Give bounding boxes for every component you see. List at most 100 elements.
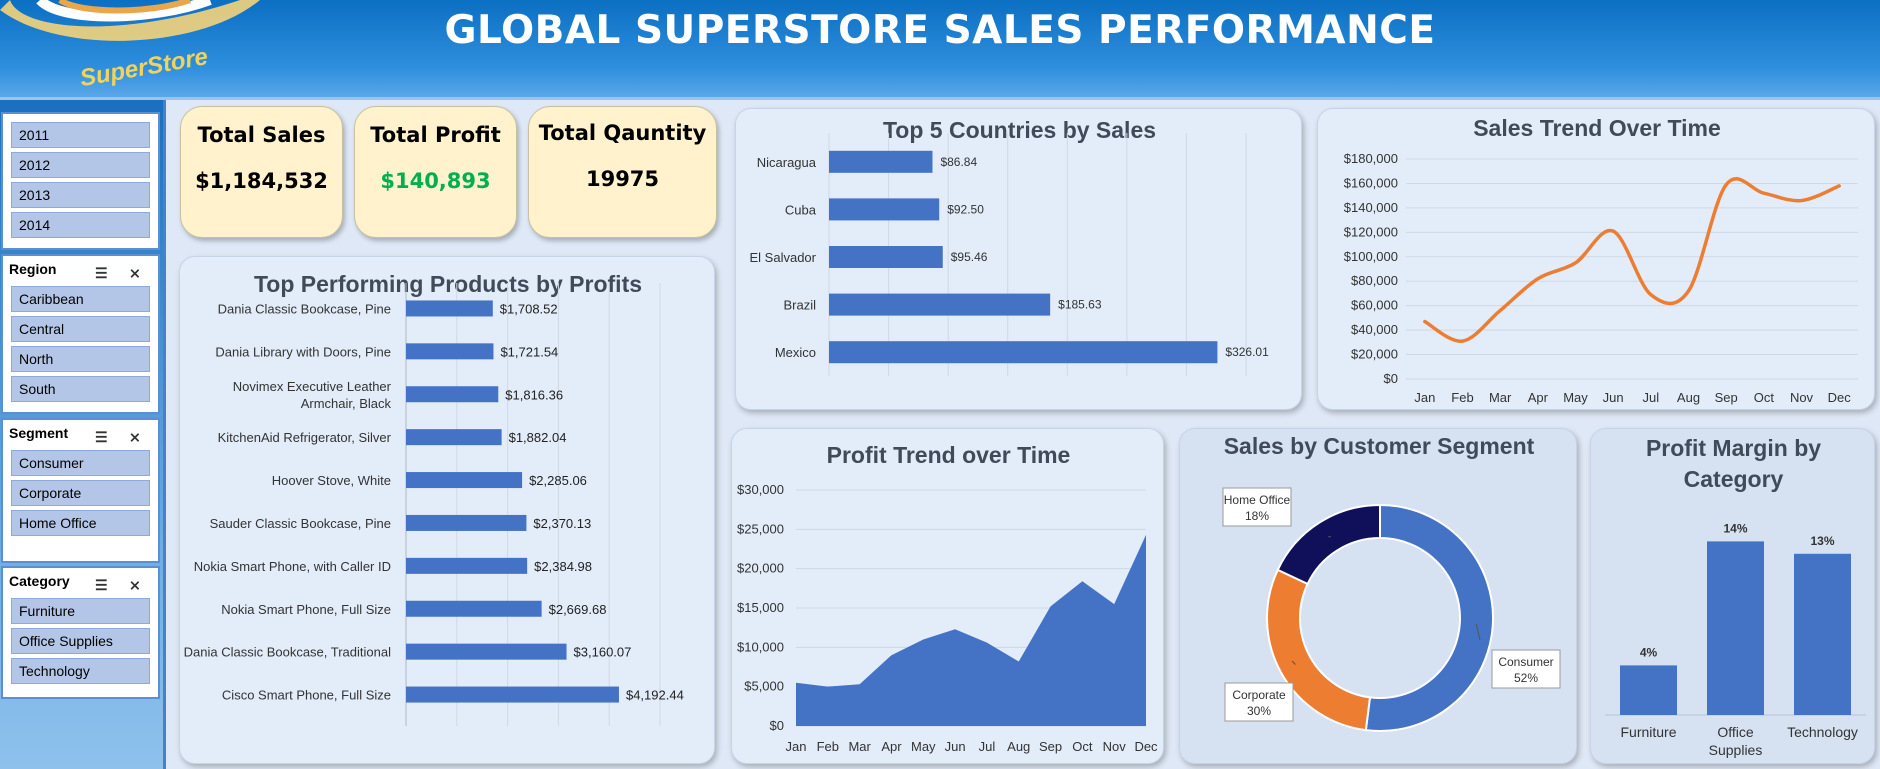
- category-label: Mexico: [775, 345, 816, 360]
- x-tick-label: Mar: [1489, 390, 1512, 405]
- data-label: $86.84: [940, 155, 977, 169]
- x-tick-label: Jan: [786, 739, 807, 754]
- y-tick-label: $5,000: [744, 679, 784, 694]
- slicer-category: Category ☰ ⨯ Furniture Office Supplies T…: [1, 566, 160, 699]
- bar: [406, 514, 527, 531]
- data-label: $92.50: [947, 202, 984, 216]
- slicer-item-north[interactable]: North: [11, 346, 150, 372]
- bar: [406, 600, 542, 617]
- slicer-item-2012[interactable]: 2012: [11, 152, 150, 178]
- slicer-item-corporate[interactable]: Corporate: [11, 480, 150, 506]
- slicer-item-technology[interactable]: Technology: [11, 658, 150, 684]
- kpi-total-profit: Total Profit $140,893: [354, 106, 517, 238]
- x-tick-label: May: [1563, 390, 1588, 405]
- multi-select-icon[interactable]: ☰: [95, 429, 108, 445]
- slicer-item-office-supplies[interactable]: Office Supplies: [11, 628, 150, 654]
- bar: [406, 472, 523, 489]
- slicer-item-2011[interactable]: 2011: [11, 122, 150, 148]
- category-label: Home Office: [1224, 493, 1291, 507]
- y-tick-label: $0: [770, 718, 784, 733]
- bar: [1620, 665, 1677, 715]
- card-top-countries: Top 5 Countries by Sales $86.84 Nicaragua…: [735, 108, 1302, 410]
- slicer-item-south[interactable]: South: [11, 376, 150, 402]
- slicer-item-caribbean[interactable]: Caribbean: [11, 286, 150, 312]
- chart-title: Profit Margin by Category: [1591, 433, 1876, 495]
- bar: [406, 386, 499, 403]
- slicer-segment: Segment ☰ ⨯ Consumer Corporate Home Offi…: [1, 418, 160, 563]
- data-label: $1,721.54: [500, 344, 558, 359]
- card-margin: Profit Margin by Category 4% Furniture 14%…: [1590, 428, 1875, 764]
- slicer-item-consumer[interactable]: Consumer: [11, 450, 150, 476]
- sales-trend-chart: $0 $20,000 $40,000 $60,000 $80,000 $100,000 $1…: [1344, 151, 1858, 405]
- data-label: 14%: [1723, 521, 1747, 535]
- x-tick-label: Feb: [817, 739, 839, 754]
- clear-filter-icon[interactable]: ⨯: [129, 577, 141, 593]
- y-tick-label: $30,000: [737, 482, 784, 497]
- x-tick-label: Apr: [1528, 390, 1549, 405]
- y-tick-label: $10,000: [737, 639, 784, 654]
- kpi-total-quantity: Total Qauntity 19975: [528, 106, 717, 238]
- bar: [406, 643, 567, 660]
- x-tick-label: Jan: [1414, 390, 1435, 405]
- multi-select-icon[interactable]: ☰: [95, 265, 108, 281]
- category-label: Technology: [1787, 724, 1858, 740]
- data-label: $185.63: [1058, 298, 1102, 312]
- data-label: $2,285.06: [529, 473, 587, 488]
- slicer-item-2014[interactable]: 2014: [11, 212, 150, 238]
- x-tick-label: Mar: [848, 739, 871, 754]
- y-tick-label: $160,000: [1344, 175, 1398, 190]
- card-segment: Sales by Customer Segment Consumer 52% Cor…: [1179, 428, 1577, 764]
- x-tick-label: May: [911, 739, 936, 754]
- slicer-year: 2011 2012 2013 2014: [1, 112, 160, 250]
- category-label: Nokia Smart Phone, Full Size: [221, 602, 391, 617]
- slicer-item-furniture[interactable]: Furniture: [11, 598, 150, 624]
- data-label: $1,708.52: [500, 301, 558, 316]
- data-label: $95.46: [951, 250, 988, 264]
- multi-select-icon[interactable]: ☰: [95, 577, 108, 593]
- data-label: 13%: [1810, 534, 1834, 548]
- kpi-label: Total Sales: [197, 123, 326, 147]
- y-tick-label: $60,000: [1351, 298, 1398, 313]
- x-tick-label: Aug: [1007, 739, 1030, 754]
- slicer-item-home-office[interactable]: Home Office: [11, 510, 150, 536]
- chart-title: Sales by Customer Segment: [1223, 433, 1535, 459]
- data-label-box: [1491, 649, 1561, 689]
- y-tick-label: $15,000: [737, 600, 784, 615]
- x-tick-label: Jul: [979, 739, 996, 754]
- slicer-title: Segment: [9, 425, 69, 441]
- y-tick-label: $40,000: [1351, 322, 1398, 337]
- series-area: [796, 534, 1146, 726]
- clear-filter-icon[interactable]: ⨯: [129, 265, 141, 281]
- x-tick-label: Dec: [1828, 390, 1852, 405]
- category-label: Dania Classic Bookcase, Pine: [218, 301, 391, 316]
- slicer-item-central[interactable]: Central: [11, 316, 150, 342]
- header-banner: [0, 0, 1880, 100]
- slicer-item-2013[interactable]: 2013: [11, 182, 150, 208]
- x-tick-label: Jun: [1603, 390, 1624, 405]
- kpi-label: Total Qauntity: [538, 121, 707, 145]
- y-tick-label: $25,000: [737, 521, 784, 536]
- leader-line: [1291, 660, 1296, 665]
- kpi-value: $140,893: [380, 169, 491, 193]
- category-label: Supplies: [1709, 742, 1763, 758]
- bar: [829, 341, 1218, 364]
- donut-slice: [1276, 503, 1381, 586]
- margin-chart: 4% Furniture 14% Office Supplies 13% Technolog…: [1605, 521, 1866, 758]
- data-label: $3,160.07: [574, 645, 632, 660]
- bar: [406, 429, 502, 446]
- data-label: $2,384.98: [534, 559, 592, 574]
- data-label: 4%: [1640, 645, 1658, 659]
- y-tick-label: $0: [1384, 371, 1398, 386]
- category-label: Office: [1717, 724, 1754, 740]
- y-tick-label: $140,000: [1344, 200, 1398, 215]
- category-label: Sauder Classic Bookcase, Pine: [210, 516, 391, 531]
- kpi-value: 19975: [585, 167, 660, 191]
- data-label: $1,882.04: [509, 430, 567, 445]
- y-tick-label: $120,000: [1344, 224, 1398, 239]
- x-tick-label: Oct: [1072, 739, 1093, 754]
- slicer-title: Region: [9, 261, 57, 277]
- clear-filter-icon[interactable]: ⨯: [129, 429, 141, 445]
- bar: [406, 686, 619, 703]
- x-tick-label: Dec: [1134, 739, 1158, 754]
- data-label: $2,370.13: [533, 516, 591, 531]
